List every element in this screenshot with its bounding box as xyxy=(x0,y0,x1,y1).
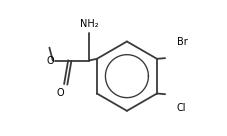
Text: Cl: Cl xyxy=(176,103,185,113)
Text: O: O xyxy=(46,55,54,66)
Text: NH₂: NH₂ xyxy=(79,18,98,29)
Text: O: O xyxy=(57,88,64,98)
Text: Br: Br xyxy=(176,37,187,47)
